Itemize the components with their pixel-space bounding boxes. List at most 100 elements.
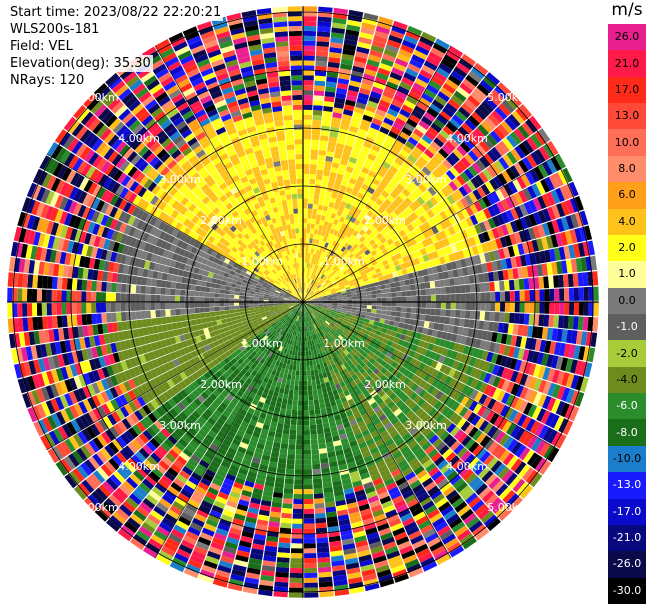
velocity-bin [421, 356, 430, 365]
velocity-bin [318, 313, 323, 318]
velocity-bin [387, 442, 397, 452]
velocity-bin [315, 310, 320, 314]
velocity-bin [253, 331, 260, 337]
velocity-bin [310, 320, 313, 325]
velocity-bin [217, 430, 227, 439]
velocity-bin [201, 455, 212, 465]
velocity-bin [161, 545, 176, 557]
velocity-bin [321, 308, 327, 311]
velocity-bin [565, 388, 575, 404]
velocity-bin [310, 279, 313, 284]
velocity-bin [414, 368, 423, 377]
velocity-bin [359, 317, 365, 322]
velocity-bin [443, 218, 452, 228]
velocity-bin [426, 228, 435, 237]
velocity-bin [353, 142, 363, 150]
velocity-bin [464, 453, 476, 466]
velocity-bin [307, 297, 312, 300]
velocity-bin [132, 398, 142, 410]
velocity-bin [314, 75, 326, 82]
velocity-bin [292, 365, 297, 371]
velocity-bin [332, 340, 338, 346]
velocity-bin [458, 58, 473, 70]
velocity-bin [108, 494, 122, 508]
velocity-bin [510, 335, 518, 347]
velocity-bin [312, 318, 317, 324]
velocity-bin [451, 202, 461, 213]
velocity-bin [135, 451, 147, 463]
velocity-bin [453, 443, 465, 455]
velocity-bin [152, 467, 164, 479]
velocity-bin [337, 297, 343, 300]
velocity-bin [295, 370, 300, 376]
velocity-bin [340, 396, 348, 404]
velocity-bin [318, 571, 332, 578]
velocity-bin [435, 441, 446, 452]
velocity-bin [276, 327, 282, 333]
velocity-bin [450, 261, 458, 270]
velocity-bin [322, 296, 328, 299]
velocity-bin [490, 146, 502, 160]
velocity-bin [88, 439, 100, 453]
velocity-bin [311, 379, 317, 386]
velocity-bin [303, 292, 305, 298]
velocity-bin [366, 361, 373, 368]
velocity-bin [207, 447, 217, 456]
velocity-bin [332, 296, 338, 299]
velocity-bin [315, 50, 329, 57]
velocity-bin [209, 482, 221, 492]
velocity-bin [247, 339, 254, 346]
velocity-bin [486, 331, 493, 342]
velocity-bin [311, 444, 319, 450]
velocity-bin [372, 324, 378, 330]
velocity-bin [326, 266, 331, 272]
velocity-bin [397, 204, 406, 213]
velocity-bin [148, 471, 161, 483]
velocity-bin [464, 284, 471, 293]
velocity-bin [313, 318, 318, 323]
velocity-bin [194, 419, 204, 429]
velocity-bin [168, 421, 178, 431]
velocity-bin [453, 277, 460, 286]
velocity-bin [204, 408, 213, 417]
velocity-bin [509, 165, 521, 178]
velocity-bin [85, 426, 97, 439]
velocity-bin [203, 495, 215, 505]
velocity-bin [496, 332, 503, 344]
velocity-bin [321, 282, 326, 287]
velocity-bin [529, 302, 535, 314]
velocity-bin [317, 368, 323, 375]
velocity-bin [506, 493, 520, 507]
velocity-bin [334, 414, 342, 421]
velocity-bin [401, 104, 414, 114]
velocity-bin [436, 67, 450, 79]
velocity-bin [299, 302, 303, 306]
velocity-bin [109, 387, 119, 399]
velocity-bin [319, 448, 327, 454]
velocity-bin [222, 346, 229, 353]
velocity-bin [504, 280, 510, 291]
velocity-bin [208, 546, 223, 556]
velocity-bin [354, 137, 365, 146]
velocity-bin [322, 304, 328, 306]
velocity-bin [379, 447, 390, 456]
velocity-bin [369, 499, 381, 508]
velocity-bin [265, 383, 272, 390]
velocity-bin [393, 321, 400, 328]
velocity-bin [217, 447, 227, 456]
velocity-bin [428, 322, 435, 330]
velocity-bin [523, 449, 535, 464]
velocity-bin [36, 403, 47, 419]
velocity-bin [359, 171, 368, 179]
velocity-bin [300, 351, 303, 357]
velocity-bin [435, 413, 445, 424]
velocity-bin [281, 311, 287, 316]
velocity-bin [163, 362, 172, 372]
velocity-bin [303, 400, 309, 406]
velocity-bin [291, 308, 296, 312]
velocity-bin [331, 475, 341, 482]
velocity-bin [320, 347, 326, 353]
velocity-bin [234, 327, 240, 333]
velocity-bin [498, 157, 510, 170]
velocity-bin [439, 316, 446, 324]
